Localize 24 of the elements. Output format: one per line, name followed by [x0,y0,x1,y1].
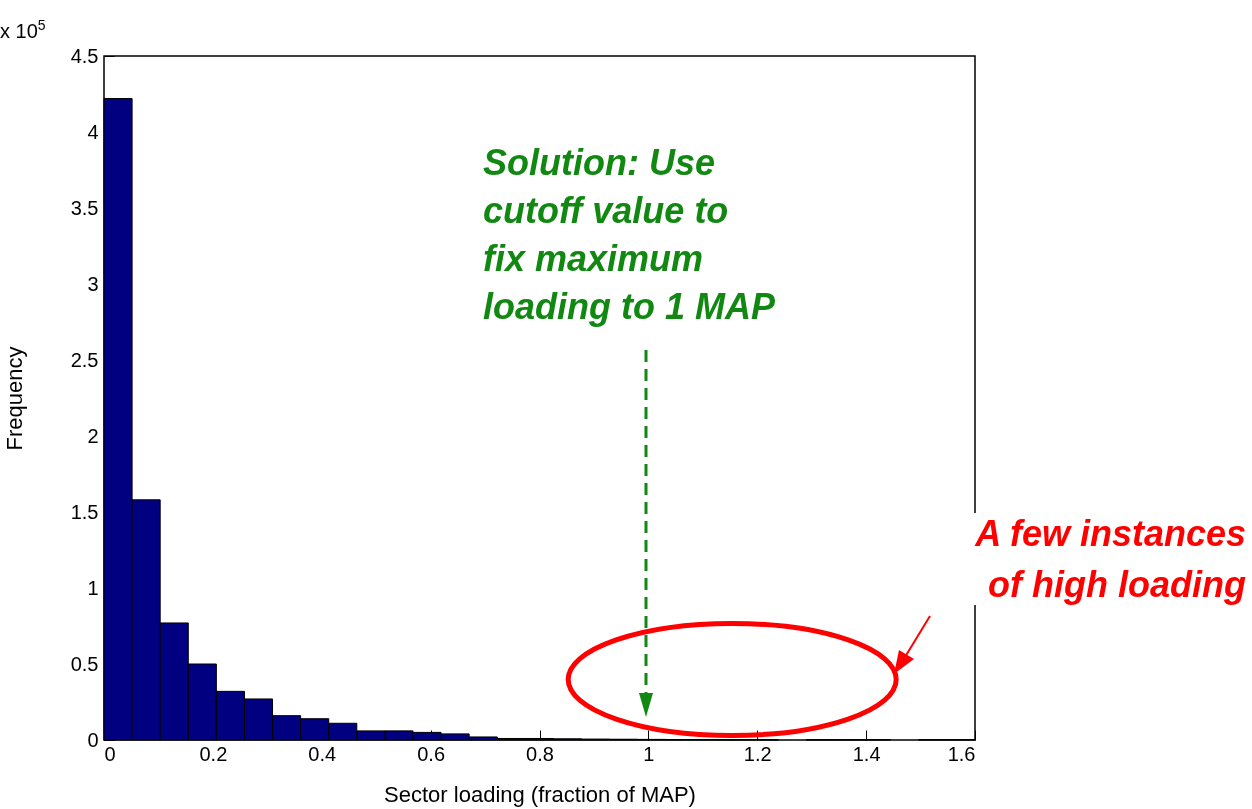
x-tick-label: 0.4 [308,742,337,765]
x-tick-label: 0.8 [526,742,554,765]
x-axis-title: Sector loading (fraction of MAP) [384,781,696,807]
x-tick-label: 0.2 [199,742,228,765]
y-tick-label: 3 [87,272,99,295]
y-tick-label: 0.5 [70,652,99,675]
x-tick-label: 1 [643,742,655,765]
x-tick-label: 0.6 [417,742,446,765]
axis-multiplier: x 10$^{5}$ [0,17,46,42]
y-tick-label: 2.5 [70,348,99,371]
x-tick-label: 1.4 [852,742,881,765]
y-tick-label: 4 [87,120,99,143]
x-tick-label: 0 [104,742,116,765]
solution-note: Solution: Use cutoff value to fix maximum loading to 1 MAP [483,142,775,327]
y-axis-title: Frequency [1,346,27,451]
y-tick-label: 2 [87,424,99,447]
y-tick-label: 4.5 [70,44,99,67]
y-tick-label: 1.5 [70,500,99,523]
high-loading-note: A few instances of high loading [975,513,1246,605]
y-tick-label: 3.5 [70,196,99,219]
x-tick-label: 1.6 [947,742,976,765]
x-tick-label: 1.2 [743,742,772,765]
y-tick-label: 0 [87,728,99,751]
y-tick-label: 1 [87,576,99,599]
